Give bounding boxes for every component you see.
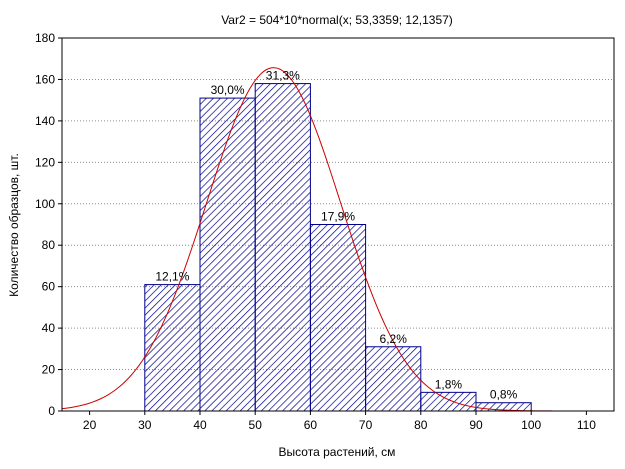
y-tick-label: 60 bbox=[42, 280, 56, 294]
x-tick-label: 20 bbox=[83, 418, 97, 432]
x-tick-label: 30 bbox=[138, 418, 152, 432]
x-tick-label: 70 bbox=[359, 418, 373, 432]
histogram-bar bbox=[199, 97, 256, 412]
bar-percent-label: 12,1% bbox=[155, 270, 189, 284]
plot-frame bbox=[61, 37, 615, 412]
y-tick-label: 120 bbox=[35, 155, 55, 169]
bar-percent-label: 0,8% bbox=[490, 388, 518, 402]
y-axis-label: Количество образцов, шт. bbox=[7, 153, 21, 297]
y-tick-label: 180 bbox=[35, 31, 55, 45]
x-tick-label: 110 bbox=[577, 418, 596, 432]
x-tick-label: 40 bbox=[193, 418, 207, 432]
x-tick-label: 100 bbox=[521, 418, 541, 432]
y-tick-label: 0 bbox=[48, 404, 55, 418]
y-tick-label: 80 bbox=[42, 238, 56, 252]
y-axis-ticks: 0 20 40 60 80 100 120 140 160 180 bbox=[35, 31, 62, 418]
bar-percent-label: 1,8% bbox=[435, 377, 463, 391]
x-tick-label: 50 bbox=[249, 418, 263, 432]
chart-title: Var2 = 504*10*normal(x; 53,3359; 12,1357… bbox=[221, 13, 453, 27]
histogram-bar bbox=[420, 391, 477, 412]
histogram-bar bbox=[309, 224, 367, 412]
y-tick-label: 40 bbox=[42, 321, 56, 335]
histogram-bar bbox=[254, 83, 311, 412]
bar-percent-labels: 12,1% 30,0% 31,3% 17,9% 6,2% 1,8% 0,8% bbox=[155, 69, 517, 402]
bar-percent-label: 17,9% bbox=[321, 210, 355, 224]
bar-percent-label: 30,0% bbox=[211, 83, 245, 97]
histogram-bar bbox=[365, 346, 422, 412]
x-axis-ticks: 20 30 40 50 60 70 80 90 100 110 bbox=[83, 411, 596, 432]
bar-percent-label: 31,3% bbox=[266, 69, 300, 83]
x-tick-label: 90 bbox=[469, 418, 483, 432]
x-tick-label: 60 bbox=[304, 418, 318, 432]
x-tick-label: 80 bbox=[414, 418, 428, 432]
y-tick-label: 20 bbox=[42, 363, 56, 377]
histogram-bars bbox=[144, 83, 532, 412]
bar-percent-label: 6,2% bbox=[380, 332, 408, 346]
x-axis-label: Высота растений, см bbox=[279, 445, 396, 459]
histogram-bar bbox=[144, 284, 201, 412]
y-tick-label: 100 bbox=[35, 197, 55, 211]
y-tick-label: 160 bbox=[35, 72, 55, 86]
y-tick-label: 140 bbox=[35, 114, 55, 128]
